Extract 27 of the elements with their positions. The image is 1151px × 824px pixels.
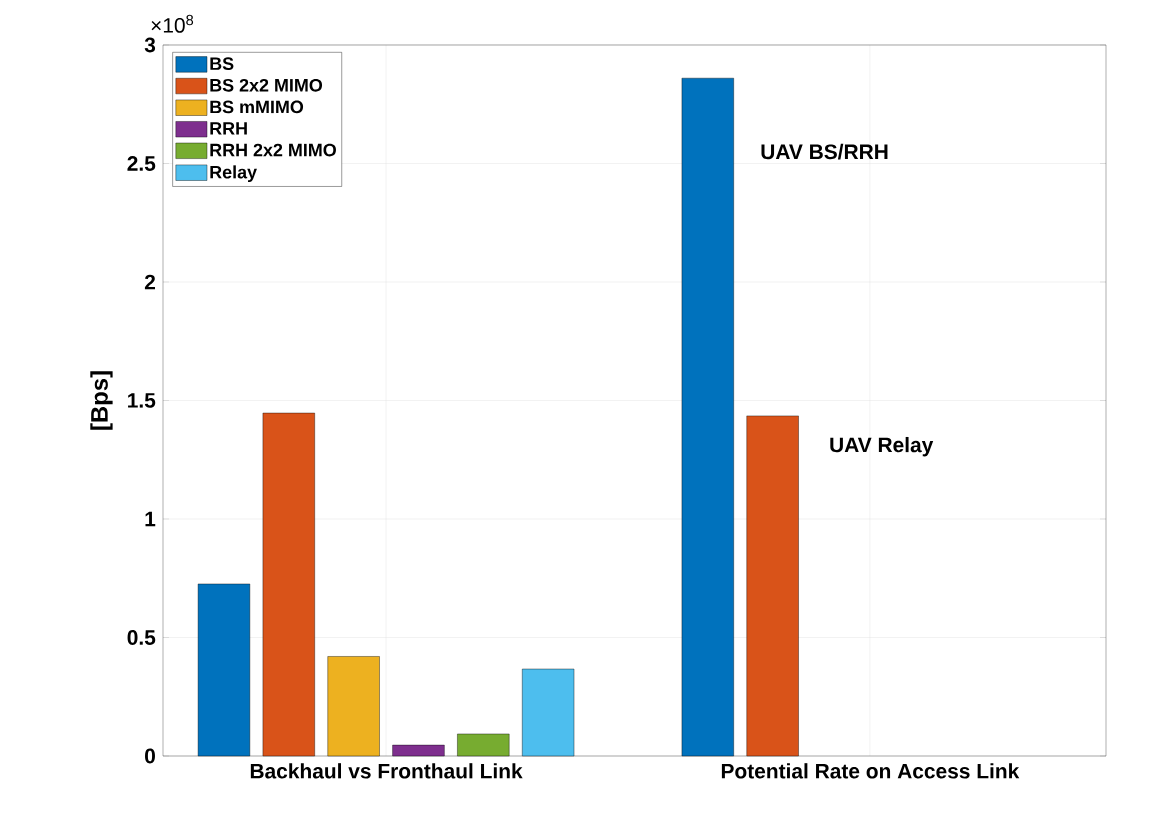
annotation: UAV BS/RRH xyxy=(761,143,888,160)
text: ×10$^{8}$ xyxy=(151,14,194,33)
x-tick-label: Backhaul vs Fronthaul Link xyxy=(250,763,523,779)
y-tick-label: 1 xyxy=(145,511,156,527)
bar xyxy=(457,733,510,757)
legend-label: RRH 2x2 MIMO xyxy=(210,143,336,157)
legend-label: BS xyxy=(210,57,234,70)
bar xyxy=(681,77,734,757)
annotation: UAV Relay xyxy=(830,436,934,457)
y-tick-label: 1.5 xyxy=(128,393,156,408)
bar xyxy=(746,415,799,757)
y-tick-label: 2 xyxy=(144,274,155,290)
legend-label: RRH xyxy=(210,122,247,135)
y-tick-label: 0 xyxy=(145,748,155,764)
bar xyxy=(327,656,380,757)
y-tick-label: 3 xyxy=(144,37,156,53)
bar xyxy=(197,583,251,757)
legend-label: BS mMIMO xyxy=(210,100,304,114)
legend-label: BS 2x2 MIMO xyxy=(210,78,323,92)
y-tick-label: 2.5 xyxy=(127,156,156,171)
legend-label: Relay xyxy=(210,165,257,183)
bar xyxy=(522,668,575,757)
x-tick-label: Potential Rate on Access Link xyxy=(721,763,1020,779)
y-tick-label: 0.5 xyxy=(127,630,156,645)
bar xyxy=(392,744,445,757)
bar xyxy=(262,412,315,757)
y-axis-title: [Bps] xyxy=(90,371,113,430)
